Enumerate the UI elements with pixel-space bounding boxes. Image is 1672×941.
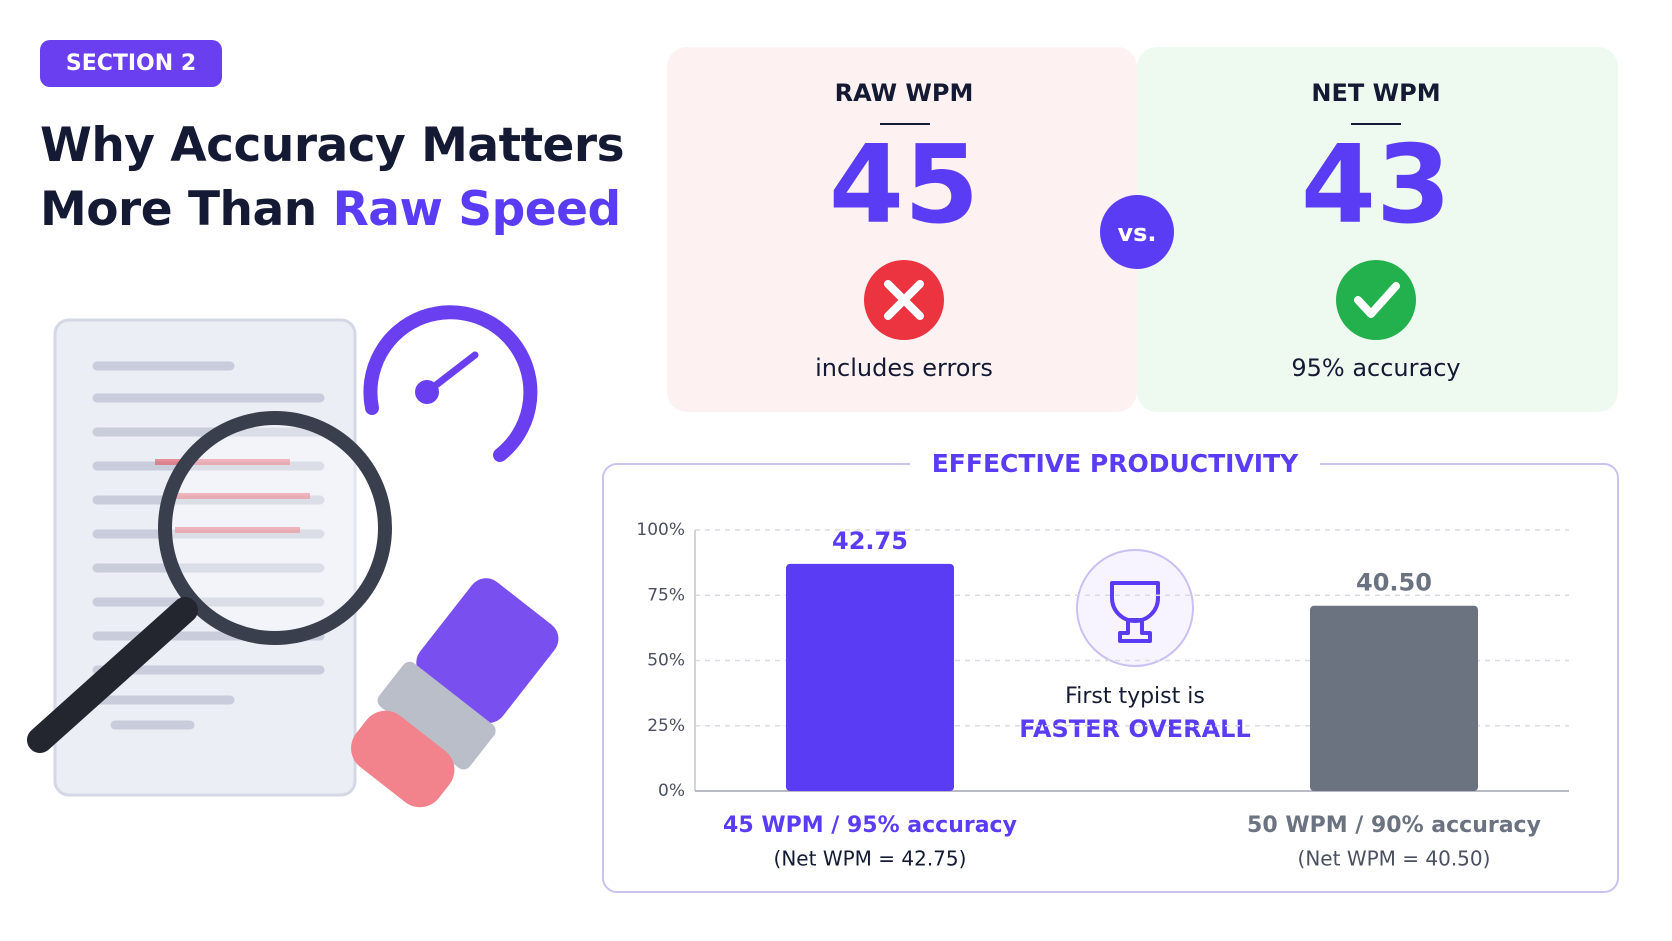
trophy-badge bbox=[1076, 549, 1194, 667]
vs-badge bbox=[1100, 195, 1174, 269]
card-label: RAW WPM bbox=[835, 79, 974, 107]
y-tick-label: 25% bbox=[647, 716, 685, 736]
headline-line: More Than Raw Speed bbox=[40, 178, 624, 242]
card-note: 95% accuracy bbox=[1291, 354, 1460, 382]
card-value: 43 bbox=[1301, 123, 1451, 248]
bar-annotation: 42.75 bbox=[832, 527, 908, 555]
headline: Why Accuracy Matters More Than Raw Speed bbox=[40, 114, 625, 242]
net-card bbox=[1137, 47, 1618, 412]
category-note: (Net WPM = 40.50) bbox=[1298, 847, 1491, 871]
headline-line: Why Accuracy Matters bbox=[40, 118, 625, 173]
illustration bbox=[27, 305, 559, 808]
callout-highlight: FASTER OVERALL bbox=[1019, 715, 1250, 743]
card-label: NET WPM bbox=[1311, 79, 1440, 107]
error-marks bbox=[155, 459, 310, 533]
chart-title: EFFECTIVE PRODUCTIVITY bbox=[932, 449, 1299, 478]
y-tick-label: 75% bbox=[647, 585, 685, 605]
title-backdrop bbox=[910, 448, 1320, 480]
magnifier-handle bbox=[27, 597, 198, 753]
error-cross bbox=[884, 280, 924, 320]
card-value: 45 bbox=[829, 123, 979, 248]
trophy-icon bbox=[1110, 581, 1160, 643]
bar bbox=[1310, 605, 1478, 791]
gauge-arc bbox=[363, 305, 538, 462]
callout-text: First typist is bbox=[1065, 684, 1205, 709]
raw-card bbox=[667, 47, 1137, 412]
x-tick-label: 45 WPM / 95% accuracy bbox=[723, 813, 1017, 838]
eraser bbox=[351, 578, 559, 808]
check-mark bbox=[1354, 282, 1400, 318]
card-note: includes errors bbox=[815, 354, 993, 382]
check-icon bbox=[1336, 260, 1416, 340]
y-tick-label: 100% bbox=[636, 520, 685, 540]
y-tick-label: 0% bbox=[658, 781, 685, 801]
x-tick-label: 50 WPM / 90% accuracy bbox=[1247, 813, 1541, 838]
category-note: (Net WPM = 42.75) bbox=[774, 847, 967, 871]
y-tick-label: 50% bbox=[647, 651, 685, 671]
headline-text: More Than bbox=[40, 182, 317, 237]
bar-annotation: 40.50 bbox=[1356, 569, 1432, 597]
bar bbox=[786, 563, 954, 791]
vs-text: vs. bbox=[1117, 219, 1156, 247]
magnifier-lens bbox=[158, 411, 392, 645]
headline-highlight: Raw Speed bbox=[332, 182, 622, 237]
section-badge: SECTION 2 bbox=[40, 40, 222, 87]
gauge-needle bbox=[423, 351, 479, 396]
